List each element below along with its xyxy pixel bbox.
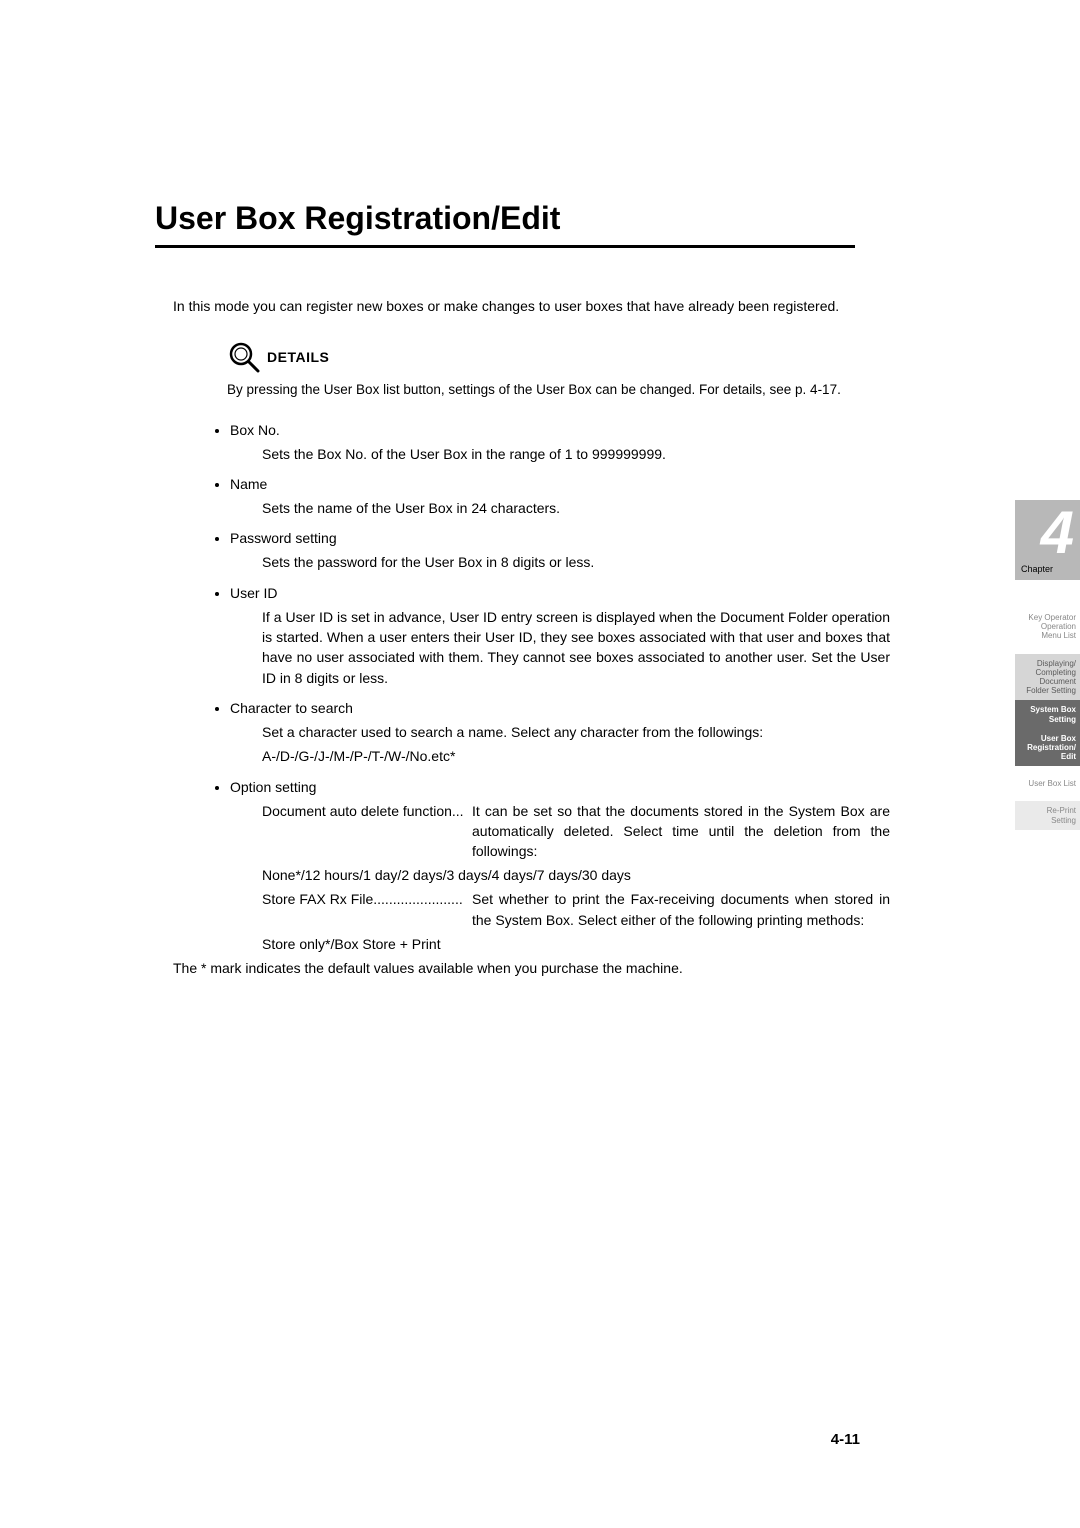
side-tab[interactable]: System Box Setting (1015, 700, 1080, 728)
field-char-search: Character to search Set a character used… (230, 700, 890, 767)
field-desc: Set a character used to search a name. S… (262, 722, 890, 742)
option-auto-delete: Document auto delete function... It can … (262, 801, 890, 862)
field-label: Name (230, 476, 267, 492)
title-rule (155, 245, 855, 248)
side-tab[interactable]: Key Operator Operation Menu List (1015, 608, 1080, 646)
details-label: DETAILS (267, 349, 329, 365)
field-box-no: Box No. Sets the Box No. of the User Box… (230, 422, 890, 464)
field-desc: If a User ID is set in advance, User ID … (262, 607, 890, 688)
footnote: The * mark indicates the default values … (173, 960, 970, 976)
field-label: User ID (230, 585, 277, 601)
field-desc: Sets the Box No. of the User Box in the … (262, 444, 890, 464)
field-option: Option setting Document auto delete func… (230, 779, 890, 952)
field-label: Box No. (230, 422, 280, 438)
side-tab[interactable]: Re-Print Setting (1015, 801, 1080, 829)
side-tab[interactable]: Displaying/ Completing Document Folder S… (1015, 654, 1080, 701)
chapter-tab: 4 Chapter (1015, 500, 1080, 580)
option-fax-rx: Store FAX Rx File.......................… (262, 889, 890, 930)
field-desc: Sets the name of the User Box in 24 char… (262, 498, 890, 518)
page-number: 4-11 (831, 1431, 860, 1448)
field-desc: Sets the password for the User Box in 8 … (262, 552, 890, 572)
details-heading: DETAILS (227, 340, 847, 374)
side-tab[interactable]: User Box Registration/ Edit (1015, 729, 1080, 767)
intro-text: In this mode you can register new boxes … (173, 296, 853, 316)
field-desc-2: A-/D-/G-/J-/M-/P-/T-/W-/No.etc* (262, 746, 890, 766)
chapter-label: Chapter (1021, 564, 1053, 574)
option-key: Document auto delete function... (262, 801, 472, 862)
details-text: By pressing the User Box list button, se… (227, 380, 847, 400)
page-title: User Box Registration/Edit (155, 200, 970, 237)
field-password: Password setting Sets the password for t… (230, 530, 890, 572)
side-tabs: 4 Chapter Key Operator Operation Menu Li… (1015, 500, 1080, 830)
option-val: It can be set so that the documents stor… (472, 801, 890, 862)
field-label: Character to search (230, 700, 353, 716)
field-label: Password setting (230, 530, 337, 546)
field-label: Option setting (230, 779, 316, 795)
side-tab[interactable]: User Box List (1015, 774, 1080, 793)
field-name: Name Sets the name of the User Box in 24… (230, 476, 890, 518)
magnifier-icon (227, 340, 261, 374)
option-rows: Document auto delete function... It can … (262, 801, 890, 952)
option-val: Set whether to print the Fax-receiving d… (472, 889, 890, 930)
field-list: Box No. Sets the Box No. of the User Box… (230, 422, 890, 952)
option-key: Store FAX Rx File....................... (262, 889, 472, 930)
details-block: DETAILS By pressing the User Box list bu… (227, 340, 847, 400)
option-val-2: Store only*/Box Store + Print (262, 936, 890, 952)
chapter-number: 4 (1041, 498, 1074, 567)
option-val-2: None*/12 hours/1 day/2 days/3 days/4 day… (262, 867, 890, 883)
field-user-id: User ID If a User ID is set in advance, … (230, 585, 890, 688)
